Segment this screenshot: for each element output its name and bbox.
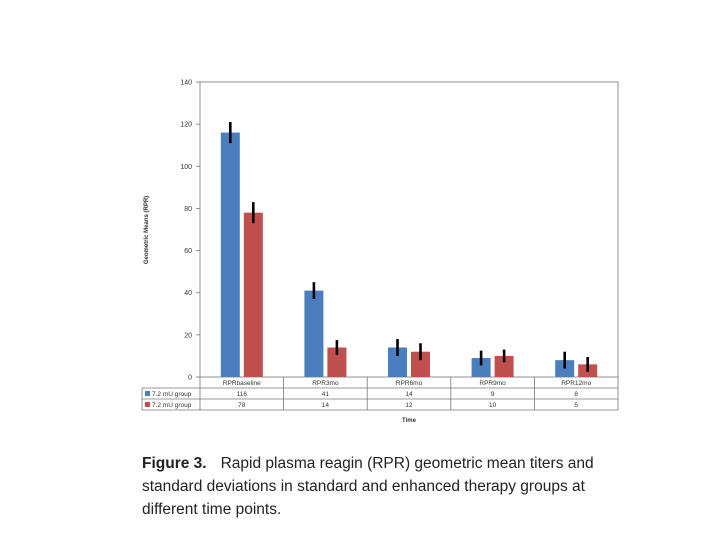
data-table-cell: 116 — [237, 391, 248, 398]
bar-series1-RPR9mo — [471, 358, 491, 377]
y-tick-label: 0 — [188, 375, 192, 382]
y-tick-label: 120 — [180, 122, 192, 129]
error-bars — [229, 122, 590, 372]
x-axis-label: Time — [402, 418, 417, 424]
bar-series1-RPRbaseline — [220, 132, 240, 377]
data-table-cell: 78 — [238, 402, 246, 409]
plot-area-border — [199, 81, 619, 378]
legend-swatch — [145, 391, 150, 396]
data-table-cell: 12 — [405, 402, 413, 409]
x-tick-label: RPR9mo — [479, 380, 506, 387]
bar-series1-RPR3mo — [304, 290, 324, 377]
figure-label: Figure 3. — [142, 455, 207, 472]
legend-label: 7.2 mU group — [152, 391, 192, 398]
y-tick-label: 40 — [184, 290, 192, 297]
bar-series2-RPR6mo — [411, 351, 430, 377]
data-table-cell: 41 — [322, 391, 330, 398]
bar-series1-RPR6mo — [388, 347, 407, 377]
data-table-cell: 8 — [574, 391, 578, 398]
data-table-cell: 14 — [322, 402, 330, 409]
y-tick-label: 80 — [184, 206, 192, 213]
data-table-cell: 9 — [491, 391, 495, 398]
x-tick-label: RPR3mo — [312, 380, 339, 387]
bars — [220, 132, 598, 377]
y-axis: 0 20 40 60 80 100 120 140 — [180, 80, 200, 382]
bar-series2-RPR9mo — [494, 355, 514, 377]
figure-caption: Figure 3. Rapid plasma reagin (RPR) geome… — [142, 452, 632, 521]
y-tick-label: 140 — [180, 80, 192, 87]
legend-label: 7.2 mU group — [152, 402, 192, 409]
bar-series2-RPR3mo — [327, 347, 347, 377]
plot-frame — [199, 81, 619, 378]
data-table-cell: 10 — [489, 402, 497, 409]
data-table: RPRbaseline RPR3mo RPR6mo RPR9mo RPR12mo 7.2 … — [141, 377, 619, 411]
legend-swatch — [145, 402, 150, 407]
y-tick-label: 60 — [184, 248, 192, 255]
y-tick-label: 100 — [180, 164, 192, 171]
x-tick-label: RPR12mo — [561, 380, 591, 387]
caption-text: Rapid plasma reagin (RPR) geometric mean… — [142, 455, 594, 518]
y-axis-label: Geometric Means (RPR) — [144, 196, 150, 264]
bar-series2-RPRbaseline — [243, 212, 263, 377]
data-table-cell: 14 — [405, 391, 413, 398]
y-tick-label: 20 — [184, 332, 192, 339]
x-tick-label: RPRbaseline — [223, 380, 261, 387]
bar-chart: 0 20 40 60 80 100 120 140 RPRbaseline RPR3mo RPR6… — [141, 80, 619, 424]
data-table-cell: 5 — [574, 402, 578, 409]
x-tick-label: RPR6mo — [396, 380, 423, 387]
